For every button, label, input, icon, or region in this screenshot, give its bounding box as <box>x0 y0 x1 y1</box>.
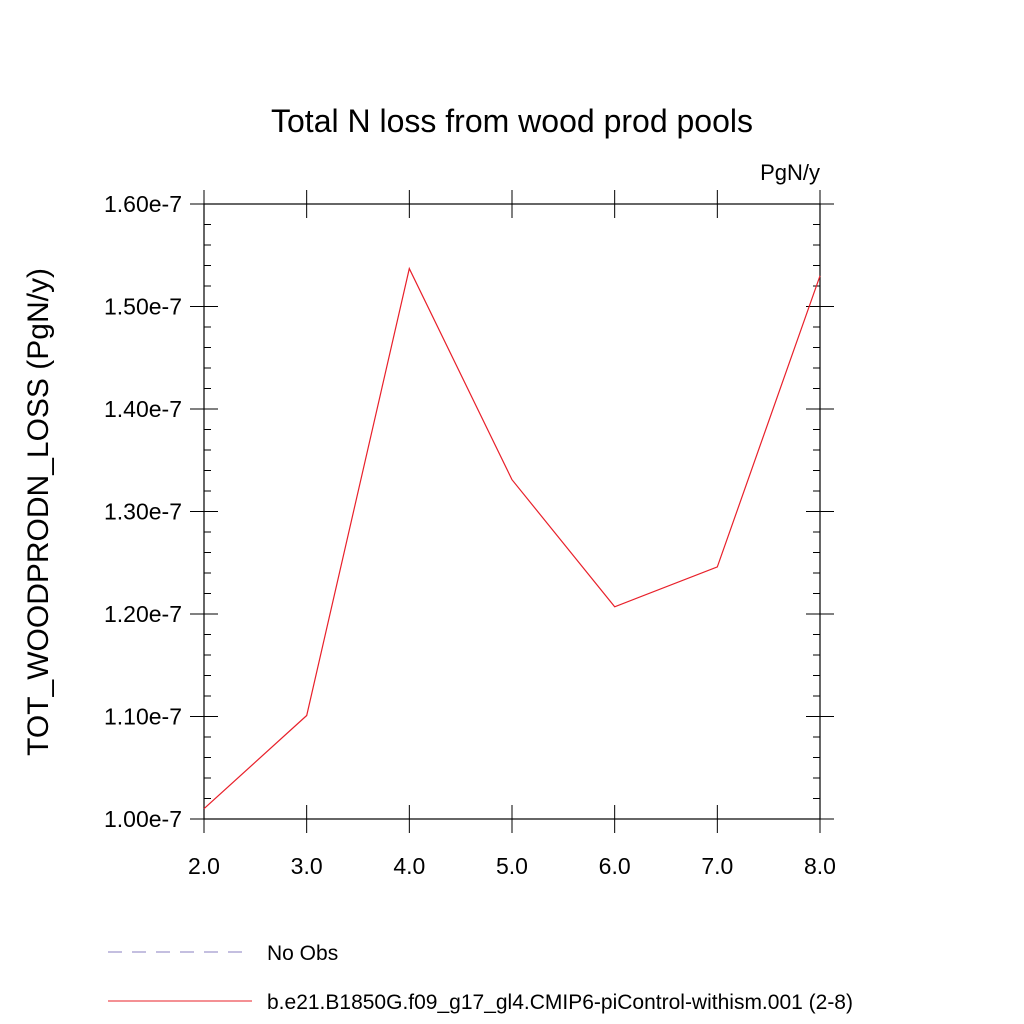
y-tick-label: 1.30e-7 <box>104 499 182 525</box>
x-tick-label: 3.0 <box>291 853 323 879</box>
plot-border <box>203 203 821 820</box>
x-tick-label: 8.0 <box>804 853 836 879</box>
plot-frame <box>203 203 821 820</box>
y-tick-label: 1.50e-7 <box>104 294 182 320</box>
y-tick-label: 1.60e-7 <box>104 191 182 217</box>
y-axis-label: TOT_WOODPRODN_LOSS (PgN/y) <box>22 268 55 756</box>
x-tick-label: 5.0 <box>496 853 528 879</box>
chart-title: Total N loss from wood prod pools <box>271 103 753 139</box>
x-tick-label: 7.0 <box>701 853 733 879</box>
legend-label: b.e21.B1850G.f09_g17_gl4.CMIP6-piControl… <box>267 991 853 1014</box>
x-tick-label: 2.0 <box>188 853 220 879</box>
y-tick-label: 1.20e-7 <box>104 601 182 627</box>
y-tick-label: 1.10e-7 <box>104 704 182 730</box>
legend-label: No Obs <box>267 942 338 965</box>
y-tick-label: 1.00e-7 <box>104 806 182 832</box>
units-label: PgN/y <box>760 160 820 185</box>
series-line <box>203 266 821 810</box>
series-layer <box>203 266 821 810</box>
x-tick-label: 6.0 <box>599 853 631 879</box>
x-tick-label: 4.0 <box>393 853 425 879</box>
legend: No Obs b.e21.B1850G.f09_g17_gl4.CMIP6-piC… <box>108 942 853 1014</box>
axis-ticks: 2.0 3.0 4.0 5.0 6.0 7.0 8.0 1.00e-7 1.10e-7 1.20e… <box>104 190 836 879</box>
y-tick-label: 1.40e-7 <box>104 396 182 422</box>
